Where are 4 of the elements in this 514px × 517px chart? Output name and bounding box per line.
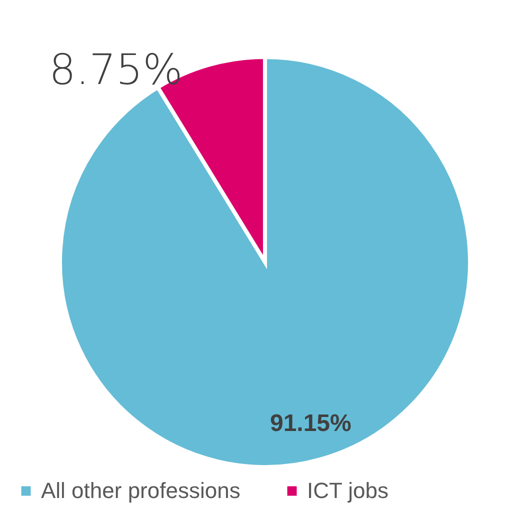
data-label: 91.15% (270, 410, 352, 437)
legend-label: All other professions (41, 478, 240, 503)
legend-label: ICT jobs (307, 478, 389, 503)
data-label: 8.75% (49, 45, 183, 94)
